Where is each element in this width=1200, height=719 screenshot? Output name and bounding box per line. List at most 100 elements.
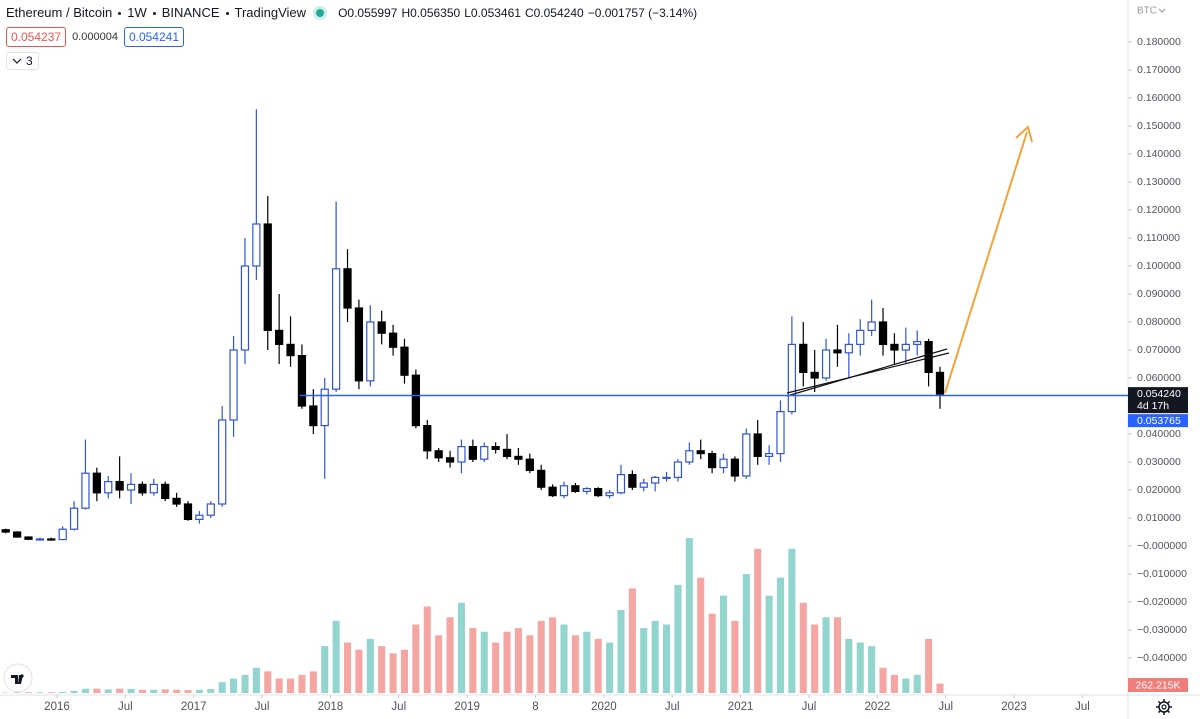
price-line-box xyxy=(1128,414,1188,428)
volume-bar xyxy=(480,631,488,693)
volume-bar xyxy=(287,678,295,693)
candle-body xyxy=(445,457,455,463)
candle-body xyxy=(320,388,329,427)
candle-body xyxy=(275,329,284,345)
volume-bar xyxy=(902,678,910,693)
volume-bar xyxy=(663,624,671,693)
ask-button[interactable]: 0.054241 xyxy=(123,27,185,47)
x-tick-label: 2019 xyxy=(454,701,480,713)
volume-bar xyxy=(868,646,876,693)
candle-body xyxy=(913,341,922,346)
volume-bar xyxy=(879,667,887,693)
volume-bar xyxy=(811,624,819,693)
volume-bar xyxy=(161,689,169,693)
y-tick-label: 0.140000 xyxy=(1137,148,1181,160)
y-tick-label: −0.000000 xyxy=(1137,540,1187,552)
candle-body xyxy=(628,474,637,488)
volume-bar xyxy=(218,682,226,693)
spread: 0.000004 xyxy=(72,31,118,43)
candle-body xyxy=(582,488,591,493)
volume-bar xyxy=(799,602,807,693)
volume-bar xyxy=(81,688,89,693)
candle-body xyxy=(423,425,432,452)
candle-body xyxy=(161,483,170,499)
arrow-head xyxy=(1015,125,1033,143)
symbol[interactable]: Ethereum / Bitcoin xyxy=(6,5,113,20)
chevron xyxy=(12,58,22,64)
volume-bar xyxy=(754,548,762,693)
y-tick-label: 0.130000 xyxy=(1137,176,1181,188)
candle-body xyxy=(195,514,204,521)
candle-body xyxy=(115,481,124,491)
candle-body xyxy=(309,405,318,427)
candle-body xyxy=(183,503,193,520)
y-tick-label: −0.040000 xyxy=(1137,652,1187,664)
volume-bar xyxy=(537,620,545,693)
candle-body xyxy=(901,343,910,351)
x-tick-label: Jul xyxy=(391,701,406,713)
candle-body xyxy=(685,450,694,463)
candle-body xyxy=(81,472,90,509)
tv-logo[interactable] xyxy=(3,663,33,693)
candle-body xyxy=(377,321,386,334)
volume-bar xyxy=(503,631,511,693)
y-tick-label: 0.010000 xyxy=(1137,512,1181,524)
candle-body xyxy=(491,446,500,451)
volume-bar xyxy=(514,628,522,693)
x-tick-label: 2018 xyxy=(318,701,344,713)
volume-bar xyxy=(697,577,705,693)
candle-body xyxy=(400,346,409,376)
volume-bar xyxy=(150,689,158,693)
candle-body xyxy=(651,476,660,484)
volume-bar xyxy=(594,638,602,693)
ohlc-value: 0.056350 xyxy=(410,5,461,20)
volume-bar xyxy=(583,631,591,693)
volume-bar xyxy=(412,624,420,693)
indicators-toggle[interactable]: 3 xyxy=(6,52,39,70)
volume-bar xyxy=(606,642,614,693)
candle-body xyxy=(525,458,534,472)
y-tick-label: 0.160000 xyxy=(1137,92,1181,104)
volume-bar xyxy=(230,678,238,693)
candle-body xyxy=(537,469,546,488)
volume-bar xyxy=(469,628,477,693)
volume-bar xyxy=(674,584,682,693)
volume-bar xyxy=(127,689,135,693)
trend-line xyxy=(786,352,950,394)
price-line-label: 0.053765 xyxy=(1137,415,1181,427)
candle-body xyxy=(252,223,261,267)
y-tick-label: −0.020000 xyxy=(1137,596,1187,608)
volume-bar xyxy=(925,638,933,693)
ohlc-key: H xyxy=(401,5,411,20)
volume-last-label: 262.215K xyxy=(1136,679,1181,691)
ohlc-item: L0.053461 xyxy=(464,6,521,20)
y-tick-label: 0.090000 xyxy=(1137,288,1181,300)
candle-body xyxy=(571,485,580,492)
candle-body xyxy=(218,419,227,505)
candle-body xyxy=(297,355,307,407)
volume-bar xyxy=(833,617,841,693)
candle-body xyxy=(411,374,421,427)
interval[interactable]: 1W xyxy=(127,5,147,20)
candle-body xyxy=(149,483,158,494)
volume-bar xyxy=(138,689,146,693)
candle-body xyxy=(559,485,569,497)
candle-body xyxy=(388,332,398,348)
volume-bar xyxy=(264,671,272,693)
currency-label[interactable]: BTC xyxy=(1137,6,1157,17)
volume-bar xyxy=(59,691,67,693)
candle-body xyxy=(548,486,557,497)
settings-button[interactable] xyxy=(1156,699,1172,715)
volume-pane xyxy=(2,538,944,693)
candle-body xyxy=(844,343,853,354)
bid-button[interactable]: 0.054237 xyxy=(6,27,67,47)
volume-bar xyxy=(207,689,215,693)
candle-body xyxy=(138,483,147,494)
volume-bar xyxy=(492,642,500,693)
candle-body xyxy=(890,343,899,351)
candle-body xyxy=(92,472,101,494)
separator xyxy=(112,5,127,20)
candle-body xyxy=(240,265,250,351)
candle-body xyxy=(605,492,614,497)
x-tick-label: Jul xyxy=(802,701,817,713)
